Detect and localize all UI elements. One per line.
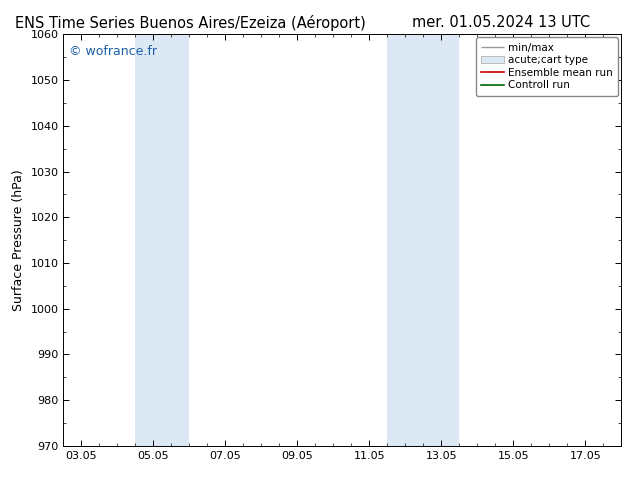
Y-axis label: Surface Pressure (hPa): Surface Pressure (hPa) bbox=[12, 169, 25, 311]
Text: ENS Time Series Buenos Aires/Ezeiza (Aéroport): ENS Time Series Buenos Aires/Ezeiza (Aér… bbox=[15, 15, 366, 31]
Bar bbox=[136, 34, 190, 446]
Bar bbox=[387, 34, 460, 446]
Text: mer. 01.05.2024 13 UTC: mer. 01.05.2024 13 UTC bbox=[412, 15, 590, 30]
Legend: min/max, acute;cart type, Ensemble mean run, Controll run: min/max, acute;cart type, Ensemble mean … bbox=[476, 37, 618, 96]
Text: © wofrance.fr: © wofrance.fr bbox=[69, 45, 157, 58]
